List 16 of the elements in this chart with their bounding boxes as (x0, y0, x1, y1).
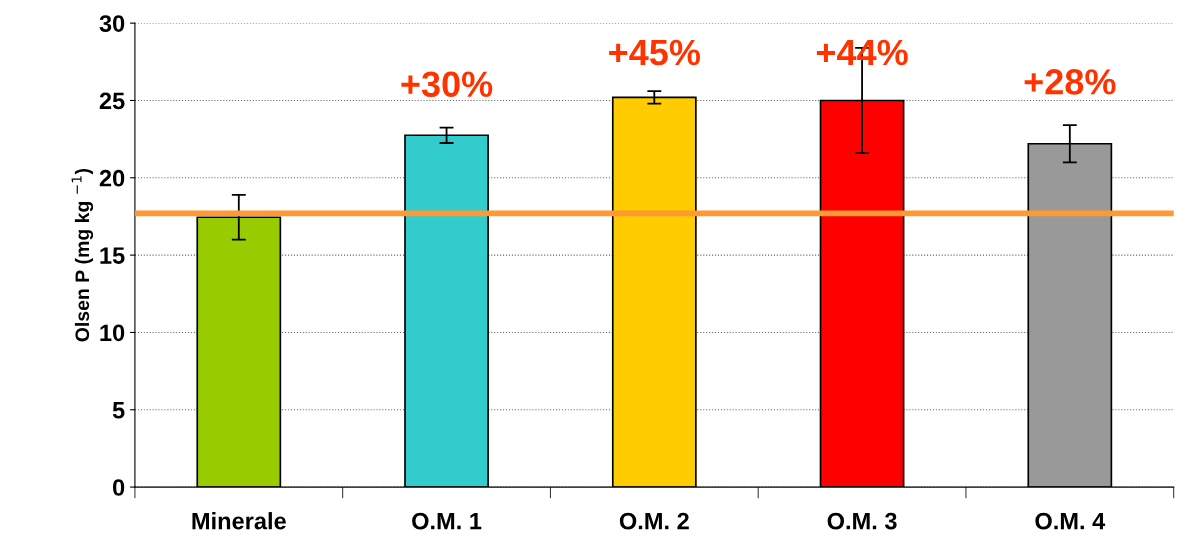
y-tick-label: 25 (99, 92, 125, 110)
x-tick-label: O.M. 1 (412, 512, 482, 530)
x-tick-label: O.M. 3 (827, 512, 897, 530)
x-tick-label: O.M. 2 (619, 512, 689, 530)
annotation: +30% (401, 71, 493, 98)
y-tick-label: 0 (113, 479, 125, 496)
x-tick-label: O.M. 4 (1035, 512, 1106, 530)
y-tick-label: 30 (99, 15, 125, 32)
y-tick-label: 10 (100, 324, 125, 342)
y-tick-label: 5 (112, 402, 125, 419)
y-axis-title: Olsen P (mg kg $^{−1}$) (71, 168, 94, 342)
x-tick-label: Minerale (192, 512, 286, 530)
y-tick-label: 15 (100, 247, 125, 264)
annotation: +28% (1024, 69, 1116, 95)
y-tick-label: 20 (99, 169, 125, 187)
annotation: +45% (609, 39, 701, 66)
